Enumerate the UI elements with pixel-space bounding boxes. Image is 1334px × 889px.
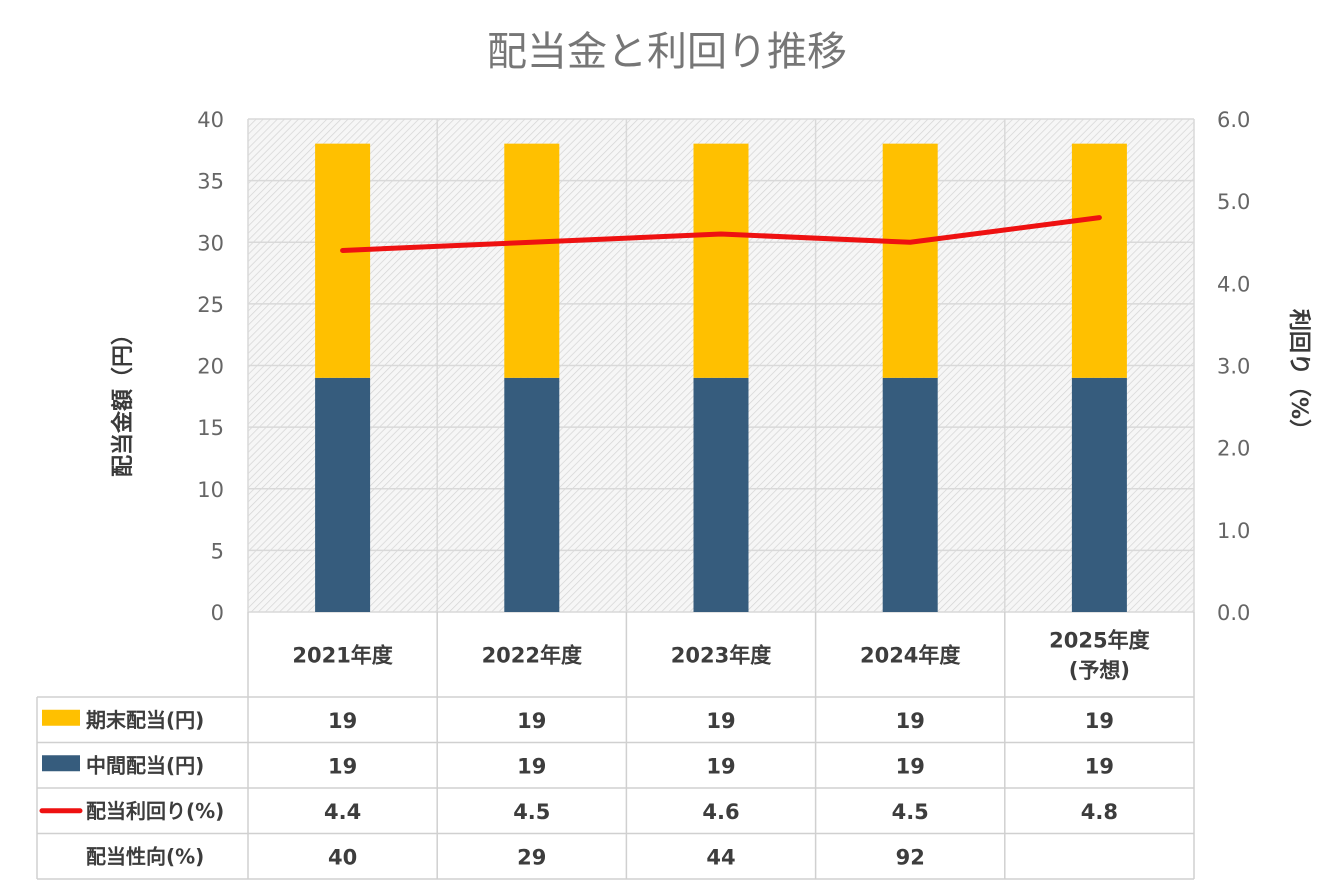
- bar-interim-dividend: [1071, 377, 1127, 612]
- table-cell: 19: [706, 709, 735, 733]
- right-axis-ticks: 0.0 1.0 2.0 3.0 4.0 5.0 6.0: [1217, 108, 1250, 625]
- right-tick-label: 0.0: [1217, 601, 1250, 625]
- left-tick-label: 0: [211, 601, 224, 625]
- table-cell: 4.8: [1081, 800, 1118, 824]
- table-cell: 4.5: [892, 800, 929, 824]
- table-cell: 19: [896, 754, 925, 778]
- left-axis-title: 配当金額（円）: [110, 323, 136, 477]
- table-cell: 92: [896, 845, 925, 869]
- left-tick-label: 5: [211, 539, 224, 563]
- legend-swatch: [42, 755, 80, 772]
- left-tick-label: 30: [197, 231, 224, 255]
- row-label: 配当性向(%): [86, 844, 204, 868]
- category-label: 2021年度: [292, 644, 392, 668]
- left-tick-label: 10: [197, 478, 224, 502]
- bar-interim-dividend: [504, 377, 560, 612]
- right-axis-title: 利回り（%）: [1286, 309, 1311, 441]
- table-cell: 19: [328, 754, 357, 778]
- bar-kimatsu-dividend: [882, 143, 938, 378]
- data-table: 2021年度 2022年度 2023年度 2024年度 2025年度 (予想) 期末配当(円…: [36, 612, 1195, 880]
- table-cell: 19: [517, 754, 546, 778]
- bar-kimatsu-dividend: [1071, 143, 1127, 378]
- bar-kimatsu-dividend: [315, 143, 371, 378]
- yield-line: [340, 215, 1102, 253]
- right-tick-label: 1.0: [1217, 519, 1250, 543]
- bar-kimatsu-dividend: [693, 143, 749, 378]
- left-axis-ticks: 0 5 10 15 20 25 30 35 40: [197, 108, 224, 625]
- category-label: (予想): [1069, 659, 1130, 683]
- table-cell: 4.6: [702, 800, 739, 824]
- bars: [315, 143, 1127, 612]
- right-tick-label: 4.0: [1217, 272, 1250, 296]
- table-cell: 19: [517, 709, 546, 733]
- table-cell: 19: [1085, 709, 1114, 733]
- category-label: 2022年度: [482, 644, 582, 668]
- row-label: 中間配当(円): [86, 753, 204, 777]
- row-label: 配当利回り(%): [86, 799, 224, 823]
- category-label: 2025年度: [1049, 629, 1149, 653]
- bar-interim-dividend: [315, 377, 371, 612]
- legend-swatch: [42, 709, 80, 726]
- table-cell: 40: [328, 845, 357, 869]
- table-cell: 19: [328, 709, 357, 733]
- chart-title: 配当金と利回り推移: [487, 29, 847, 75]
- right-tick-label: 3.0: [1217, 355, 1250, 379]
- left-tick-label: 40: [197, 108, 224, 132]
- table-cell: 19: [706, 754, 735, 778]
- left-tick-label: 15: [197, 416, 224, 440]
- right-tick-label: 2.0: [1217, 437, 1250, 461]
- left-tick-label: 20: [197, 355, 224, 379]
- left-tick-label: 25: [197, 293, 224, 317]
- table-cell: 44: [706, 845, 735, 869]
- bar-interim-dividend: [693, 377, 749, 612]
- table-cell: 4.4: [324, 800, 361, 824]
- category-label: 2024年度: [860, 644, 960, 668]
- right-tick-label: 5.0: [1217, 190, 1250, 214]
- table-cell: 19: [1085, 754, 1114, 778]
- bar-interim-dividend: [882, 377, 938, 612]
- table-cell: 19: [896, 709, 925, 733]
- table-cell: 29: [517, 845, 546, 869]
- bar-kimatsu-dividend: [504, 143, 560, 378]
- table-cell: 4.5: [513, 800, 550, 824]
- left-tick-label: 35: [197, 170, 224, 194]
- category-label: 2023年度: [671, 644, 771, 668]
- right-tick-label: 6.0: [1217, 108, 1250, 132]
- row-label: 期末配当(円): [86, 708, 204, 732]
